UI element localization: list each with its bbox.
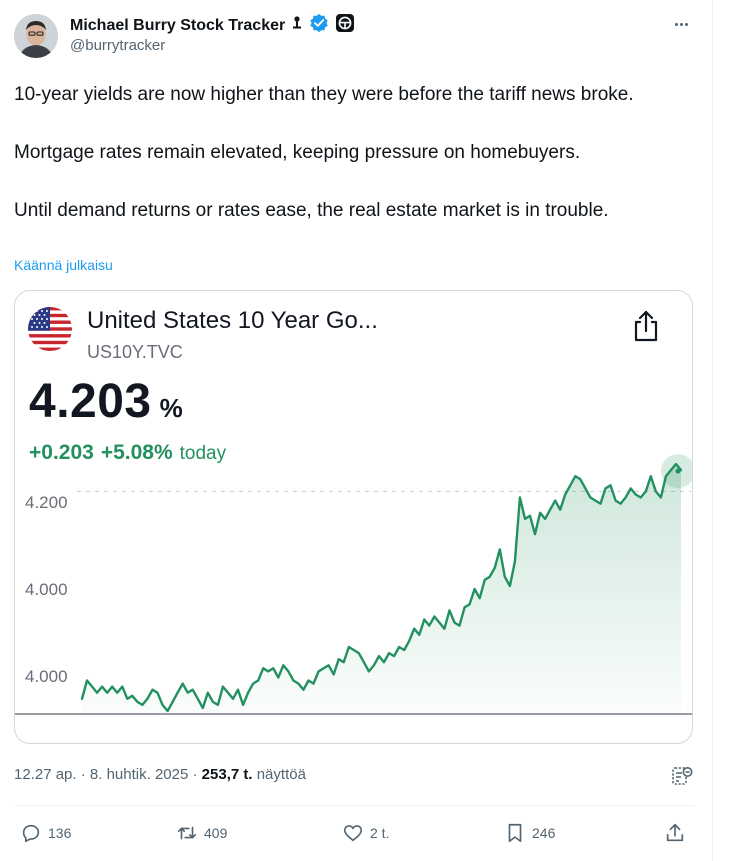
like-button[interactable]: 2 t. (342, 822, 389, 844)
post-time[interactable]: 12.27 ap. (14, 766, 77, 783)
y-tick-label: 4.000 (25, 667, 68, 686)
bookmark-icon (508, 823, 522, 843)
price-value: 4.203 (29, 375, 152, 428)
change-period: today (179, 443, 227, 464)
profile-glyph-icon (291, 15, 303, 36)
tweet-paragraph: Mortgage rates remain elevated, keeping … (14, 142, 581, 163)
repost-button[interactable]: 409 (176, 822, 227, 844)
price-row: 4.203 % (29, 374, 183, 429)
quote-card[interactable]: United States 10 Year Go... US10Y.TVC 4.… (14, 290, 693, 744)
views-count: 253,7 t. (201, 766, 253, 783)
instrument-symbol: US10Y.TVC (87, 342, 183, 362)
avatar[interactable] (14, 14, 58, 58)
bookmark-count: 246 (532, 825, 556, 841)
change-absolute: +0.203 (29, 441, 94, 464)
share-post-icon (666, 823, 684, 842)
instrument-title: United States 10 Year Go... (87, 307, 378, 334)
automated-account-icon[interactable] (335, 13, 355, 38)
bookmark-button[interactable]: 246 (504, 822, 555, 844)
y-tick-label: 4.000 (25, 580, 68, 599)
footer-divider (14, 805, 694, 806)
y-tick-label: 4.200 (25, 493, 68, 512)
author-name-row: Michael Burry Stock Tracker (70, 13, 355, 38)
share-icon[interactable] (631, 309, 661, 343)
repost-count: 409 (204, 825, 228, 841)
price-chart: 4.200 4.000 4.000 (15, 454, 692, 715)
change-row: +0.203 +5.08% today (29, 441, 226, 465)
post-meta: 12.27 ap. · 8. huhtik. 2025 · 253,7 t. n… (14, 766, 306, 783)
verified-badge-icon[interactable] (309, 13, 329, 38)
like-count: 2 t. (370, 825, 390, 841)
reply-button[interactable]: 136 (20, 822, 71, 844)
share-post-button[interactable] (664, 822, 686, 844)
series-line (80, 462, 683, 713)
author-handle[interactable]: @burrytracker (70, 37, 166, 54)
us-flag-icon (28, 307, 72, 351)
tweet-paragraph: Until demand returns or rates ease, the … (14, 200, 609, 221)
price-unit: % (159, 393, 183, 423)
timeline-border (712, 0, 713, 861)
series-area (82, 464, 681, 714)
tweet-text: 10-year yields are now higher than they … (14, 80, 694, 225)
translate-post-link[interactable]: Käännä julkaisu (14, 257, 113, 273)
tweet-paragraph: 10-year yields are now higher than they … (14, 84, 634, 105)
heart-icon (343, 825, 363, 842)
more-options-icon[interactable] (666, 12, 696, 36)
post-date[interactable]: 8. huhtik. 2025 (89, 766, 189, 783)
post-analytics-icon[interactable] (670, 764, 694, 788)
reply-icon (22, 824, 40, 843)
repost-icon (177, 826, 197, 840)
display-name[interactable]: Michael Burry Stock Tracker (70, 16, 286, 34)
views-label: näyttöä (256, 766, 306, 783)
reply-count: 136 (48, 825, 72, 841)
change-percent: +5.08% (100, 441, 173, 464)
last-point (675, 468, 681, 474)
